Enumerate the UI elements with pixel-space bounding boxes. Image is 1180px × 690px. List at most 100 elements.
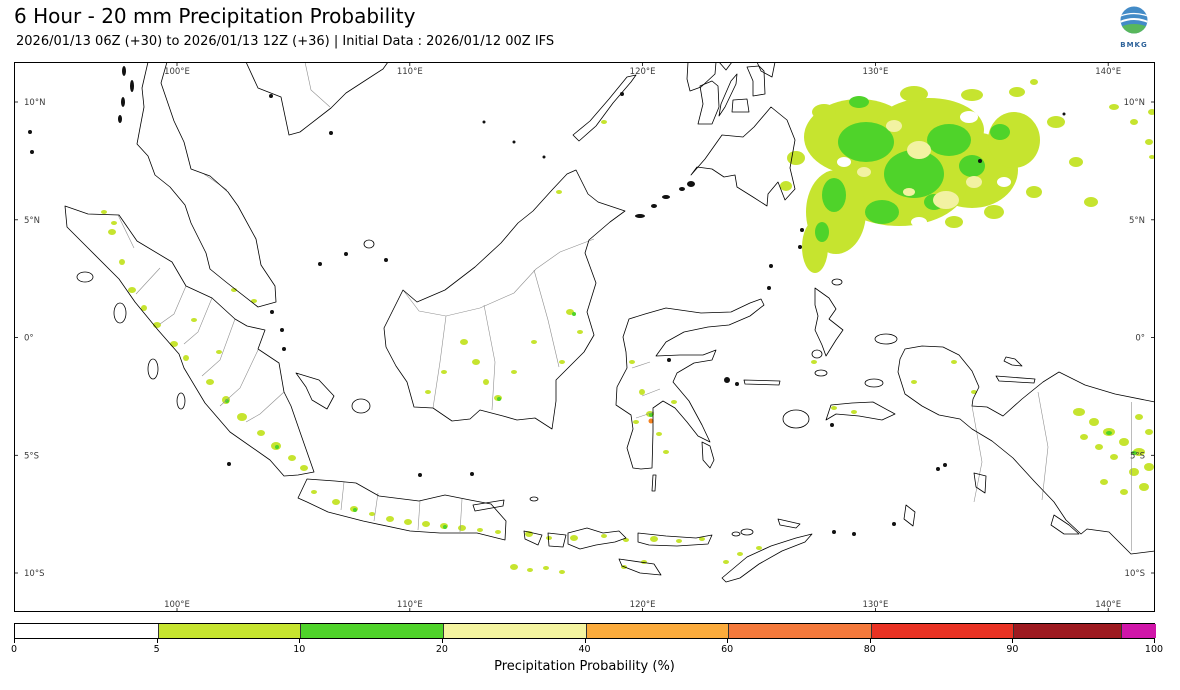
precip-blob [959, 155, 985, 177]
island-pantar [731, 531, 741, 537]
colorbar-tick [14, 639, 15, 643]
axis-label-lon-bottom: 120°E [630, 600, 656, 610]
precip-blob [443, 525, 447, 529]
precip-blob [288, 455, 296, 461]
precip-blob [1131, 451, 1137, 455]
precip-blob [119, 259, 125, 265]
precip-layer-prob-5-10 [101, 79, 1156, 574]
page-subtitle: 2026/01/13 06Z (+30) to 2026/01/13 12Z (… [16, 34, 555, 49]
precip-layer-prob-10-20 [225, 96, 1137, 529]
colorbar-tick-label: 0 [10, 644, 18, 655]
island-nias [113, 302, 127, 324]
colorbar-tick-label: 20 [435, 644, 448, 655]
precip-blob [1145, 139, 1153, 145]
colorbar-segment-90-100 [1013, 624, 1121, 638]
precip-blob [900, 86, 928, 102]
precip-blob [1139, 483, 1149, 491]
island-bacan [811, 349, 823, 359]
precip-blob [353, 508, 357, 512]
axis-label-lon-bottom: 130°E [862, 600, 888, 610]
coastline-buton [701, 441, 715, 469]
coastline-timor [721, 533, 813, 583]
precip-blob [1135, 414, 1143, 420]
precip-blob [300, 465, 308, 471]
precip-blob [960, 111, 978, 123]
colorbar-tick-label: 40 [578, 644, 591, 655]
colorbar-segment-20-40 [442, 624, 586, 638]
colorbar-bar [14, 623, 1156, 639]
colorbar-tick-label: 80 [863, 644, 876, 655]
precip-blob [183, 355, 189, 361]
coastline-yapen [995, 375, 1036, 384]
coastline-cebu [718, 73, 738, 117]
coastline-flores [637, 532, 713, 547]
colorbar-segment-40-60 [585, 624, 729, 638]
precip-blob [676, 539, 682, 543]
coastline-aru [973, 472, 987, 494]
precip-blob [543, 566, 549, 570]
precip-blob [546, 536, 552, 540]
precip-blob [780, 181, 792, 191]
precip-blob [441, 370, 447, 374]
precip-blob [849, 96, 869, 108]
precip-blob [837, 157, 851, 167]
precip-blob [1084, 197, 1098, 207]
precip-blob [737, 552, 743, 556]
coastline-malay-peninsula [136, 61, 277, 308]
colorbar: 0 5 10 20 40 60 80 90 100 Precipitation Probabil… [10, 623, 1163, 685]
axis-label-lon-top: 100°E [164, 67, 190, 77]
precip-blob [1109, 104, 1119, 110]
precip-blob [601, 534, 607, 538]
axis-label-lat-left: 10°S [24, 569, 44, 579]
precip-blob [477, 528, 483, 532]
colorbar-segment->100 [1120, 624, 1156, 638]
precipitation-overlay [101, 79, 1156, 574]
precip-blob [225, 399, 229, 403]
precip-blob [831, 406, 837, 410]
precip-blob [1030, 79, 1038, 85]
coastline-sulawesi [615, 298, 765, 470]
coastline-sumba [618, 558, 662, 576]
colorbar-tick [441, 639, 443, 643]
coastline-mindanao [690, 106, 796, 207]
precip-blob [811, 360, 817, 364]
coastline-negros [697, 80, 720, 125]
axis-label-lat-right: 10°S [1125, 569, 1145, 579]
precip-blob [997, 177, 1011, 187]
island-buru [782, 409, 810, 429]
colorbar-tick [584, 639, 586, 643]
precip-blob [822, 178, 846, 212]
precip-layer-prob-gap [837, 95, 1011, 227]
coastline-bohol [731, 98, 750, 113]
precip-blob [1119, 438, 1129, 446]
colorbar-tick-label: 60 [721, 644, 734, 655]
precip-blob [1110, 454, 1118, 460]
island-siberut [147, 358, 159, 380]
precip-blob [422, 521, 430, 527]
coastline-lombok [547, 532, 567, 548]
precip-blob [886, 120, 902, 132]
coastline-palawan [572, 74, 637, 142]
precip-blob [911, 380, 917, 384]
coastline-indochina [245, 61, 389, 136]
precip-blob [497, 397, 501, 401]
island-simeulue [76, 271, 94, 283]
bmkg-logo-text: BMKG [1120, 41, 1148, 49]
colorbar-tick-label: 10 [293, 644, 306, 655]
coastline-leyte [746, 65, 766, 97]
precip-blob [1100, 479, 1108, 485]
coastline-masbate [718, 61, 733, 71]
precip-blob [559, 570, 565, 574]
coastline-biak [1003, 356, 1023, 367]
coastlines [64, 61, 1156, 583]
precip-blob [945, 216, 963, 228]
precip-blob [699, 537, 705, 541]
island-alor [740, 528, 754, 536]
colorbar-tick [1012, 639, 1014, 643]
island-belitung [351, 398, 371, 414]
precip-blob [1130, 119, 1138, 125]
precip-blob [648, 418, 654, 424]
precip-blob [511, 370, 517, 374]
colorbar-tick [1154, 639, 1155, 643]
coastline-bangka [295, 372, 335, 410]
